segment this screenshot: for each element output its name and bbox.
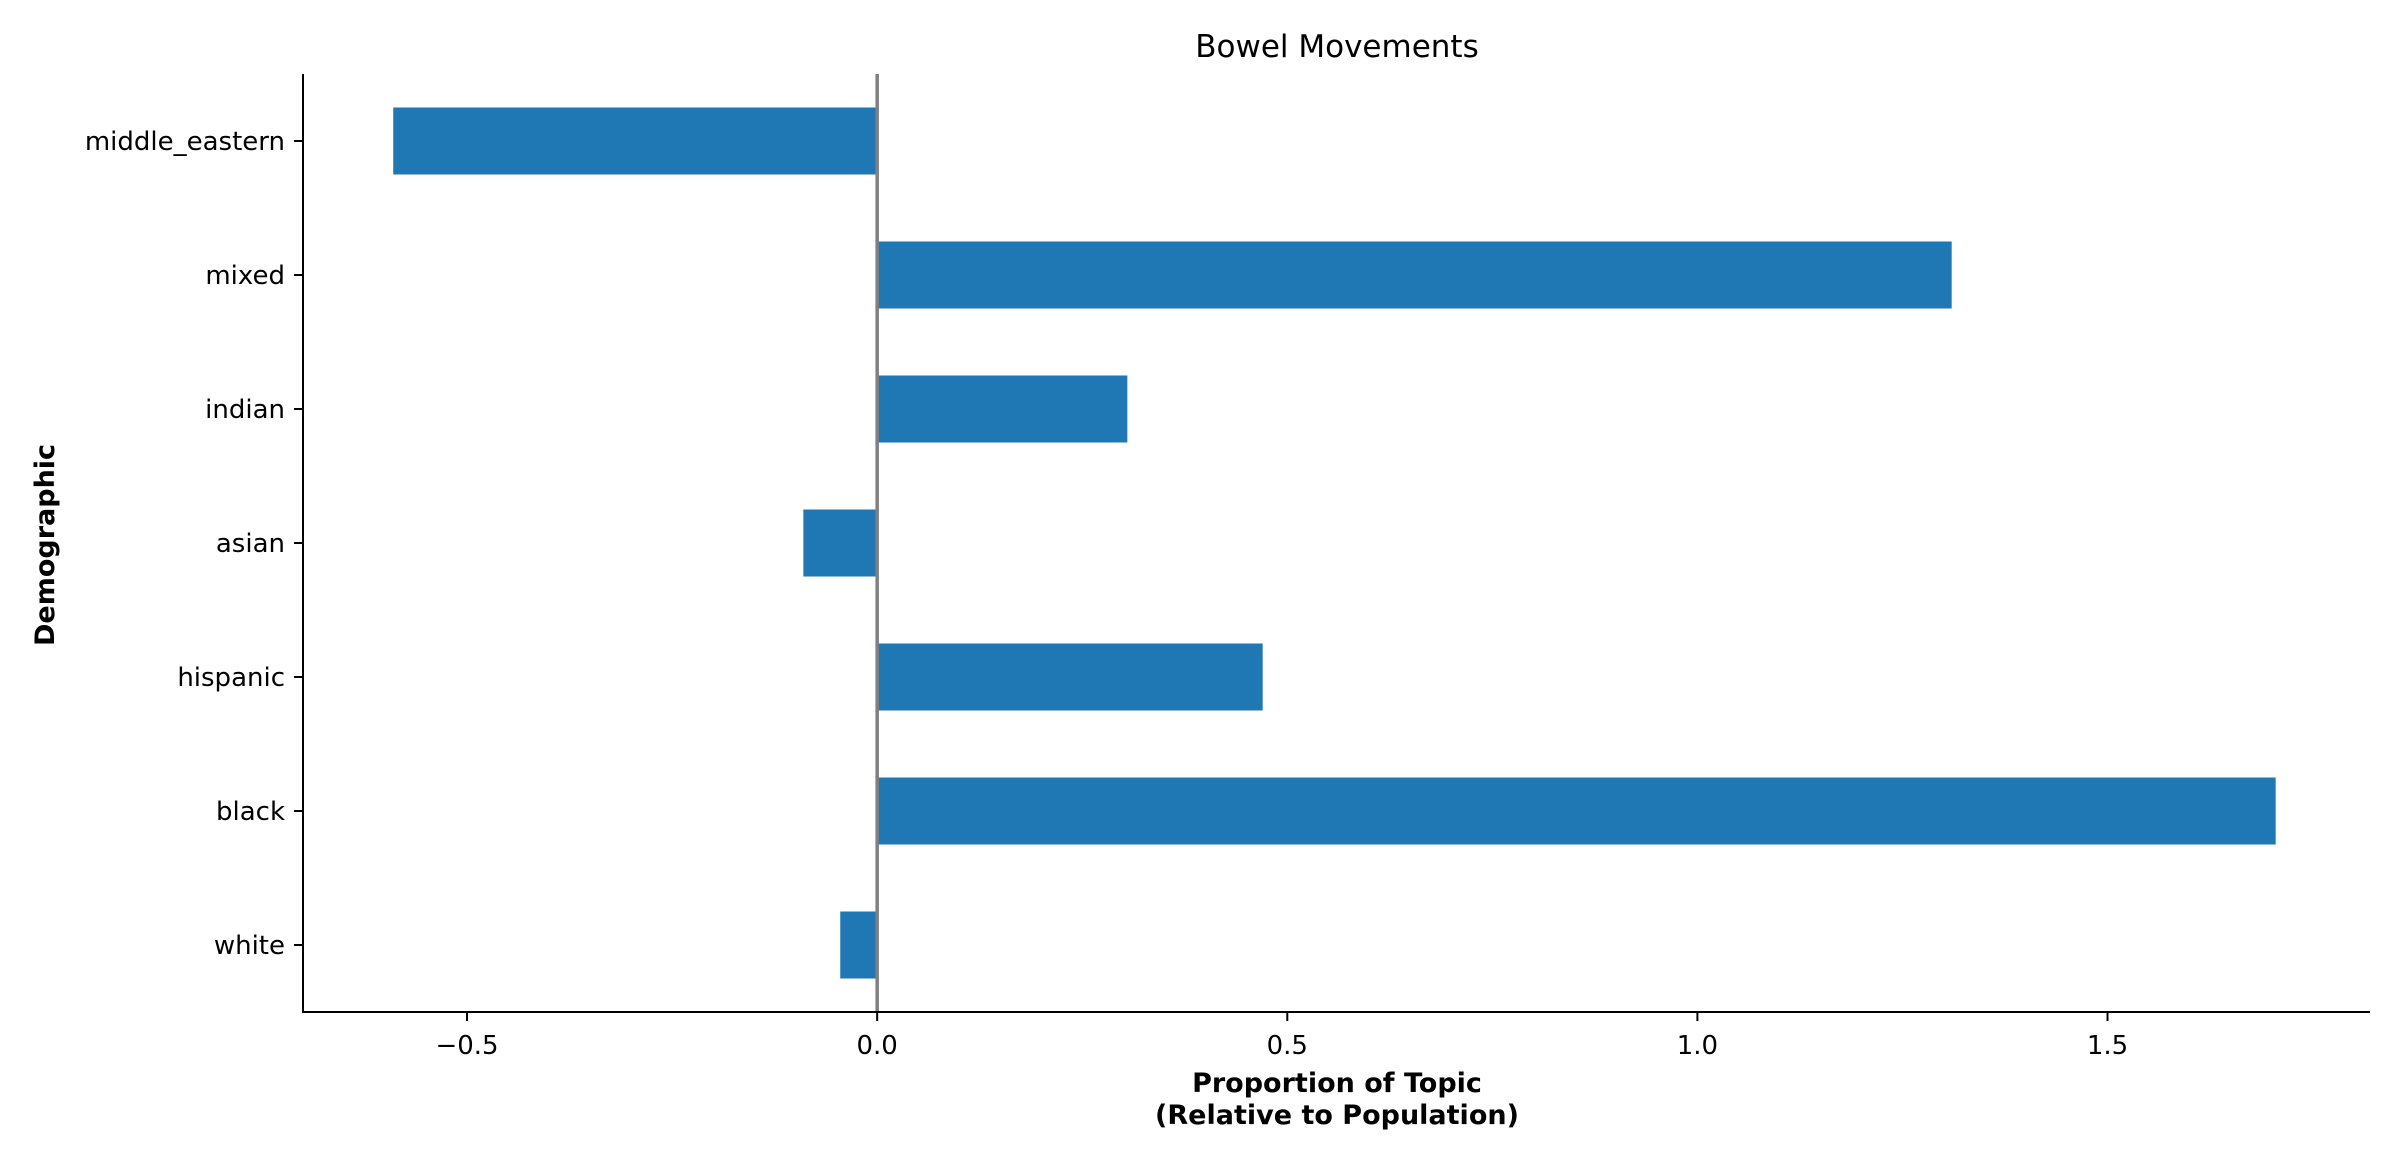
x-tick-label: −0.5	[435, 1031, 498, 1061]
bar-indian	[877, 375, 1128, 443]
y-tick-label-asian: asian	[216, 529, 285, 559]
y-axis-label: Demographic	[30, 444, 61, 646]
y-tick-label-mixed: mixed	[205, 261, 285, 291]
y-tick-label-indian: indian	[205, 395, 285, 425]
bar-hispanic	[877, 643, 1263, 711]
x-tick-label: 0.5	[1267, 1031, 1308, 1061]
x-tick-label: 1.0	[1677, 1031, 1718, 1061]
x-axis-label-line-2: (Relative to Population)	[1155, 1100, 1519, 1131]
y-tick-label-black: black	[216, 797, 285, 827]
x-tick-label: 1.5	[2087, 1031, 2128, 1061]
y-tick-label-middle_eastern: middle_eastern	[85, 127, 285, 157]
y-tick-label-white: white	[214, 931, 285, 961]
bar-middle_eastern	[393, 107, 878, 175]
bar-asian	[803, 509, 878, 577]
bar-mixed	[877, 241, 1952, 309]
x-axis-ticks: −0.5 0.0 0.5 1.0 1.5	[435, 1012, 2128, 1061]
chart-title: Bowel Movements	[1195, 29, 1478, 65]
bar-black	[877, 777, 2276, 845]
x-axis-label-line-1: Proportion of Topic	[1192, 1068, 1482, 1099]
y-tick-label-hispanic: hispanic	[177, 663, 285, 693]
bar-white	[840, 911, 878, 979]
bars-group	[393, 107, 2276, 979]
x-tick-label: 0.0	[856, 1031, 897, 1061]
